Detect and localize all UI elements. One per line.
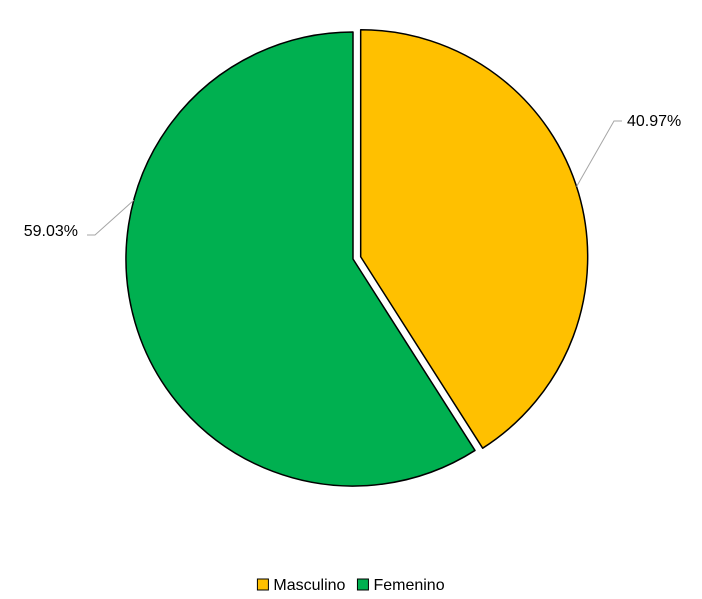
pie-slices [125,29,589,487]
leader-lines [87,120,622,236]
legend-label-masculino: Masculino [273,577,345,594]
data-label-femenino: 59.03% [24,223,78,240]
legend-swatch-femenino [356,578,369,591]
leader-line-femenino [87,199,135,236]
legend: Masculino Femenino [256,577,445,594]
leader-line-masculino [576,120,622,187]
legend-swatch-masculino [256,578,269,591]
pie-slice-masculino [359,29,589,449]
data-labels: 40.97% 59.03% [24,113,682,240]
data-label-masculino: 40.97% [627,113,681,130]
pie-slice-femenino [125,31,476,487]
legend-label-femenino: Femenino [373,577,444,594]
